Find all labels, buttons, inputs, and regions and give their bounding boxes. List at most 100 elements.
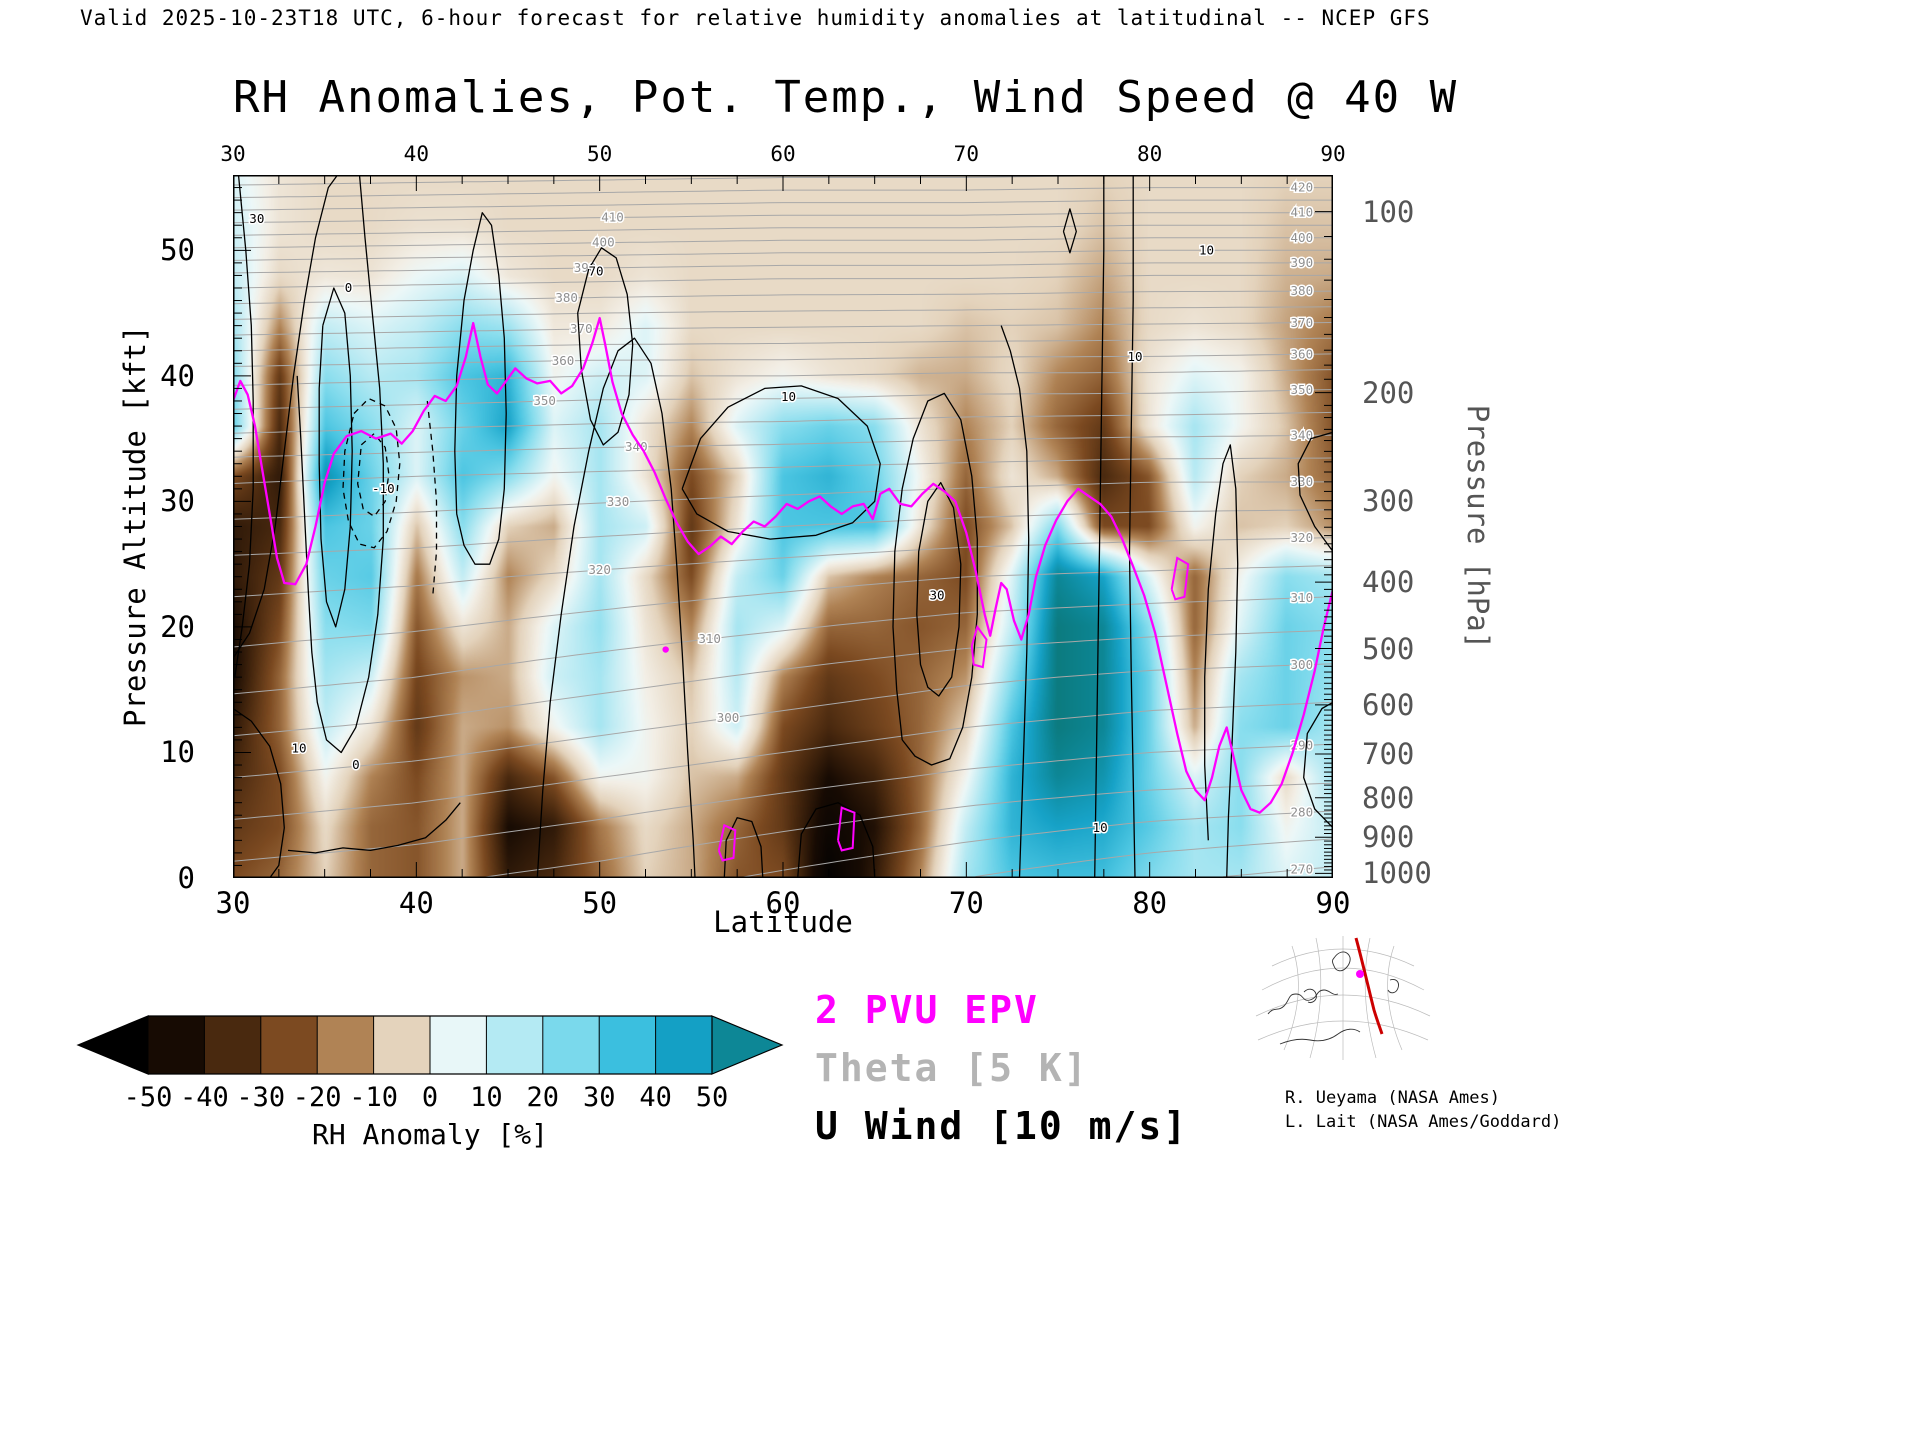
y-left-tick-label: 0: [177, 861, 195, 895]
theta-contour: [233, 337, 1333, 352]
colorbar-tick-label: -50: [124, 1082, 173, 1108]
theta-contour: [233, 262, 1333, 274]
u-wind-label: 10: [1127, 349, 1142, 364]
theta-contour: [233, 290, 1333, 305]
cross-section-plot: 410 400 390 380 370 360 350 340 330 320 310 300 270 2…: [233, 175, 1333, 878]
u-wind-contour-dashed: [357, 432, 390, 518]
colorbar-segment: [430, 1016, 487, 1074]
y-left-tick-label: 40: [160, 358, 195, 393]
u-wind-contour: [296, 175, 384, 754]
theta-contour-label: 350: [1291, 382, 1314, 397]
u-wind-contour: [681, 385, 881, 540]
theta-contour-label: 400: [1291, 230, 1314, 245]
colorbar-tick-label: 50: [696, 1082, 729, 1108]
theta-contour: [233, 509, 1333, 556]
credit-line-1: R. Ueyama (NASA Ames): [1285, 1088, 1500, 1108]
inset-40w-meridian: [1354, 937, 1384, 1035]
x-tick-label-bottom: 70: [948, 886, 984, 920]
y-right-axis-title: Pressure [hPa]: [1461, 404, 1495, 650]
y-left-tick-label: 50: [160, 233, 195, 268]
theta-contour-label: 310: [1291, 590, 1314, 605]
colorbar-segment: [317, 1016, 375, 1074]
colorbar-tick-label: 40: [639, 1082, 672, 1108]
pvu-tropopause-line: [233, 316, 1333, 814]
pvu-loop: [1170, 556, 1190, 601]
colorbar-segment: [599, 1016, 657, 1074]
colorbar-title: RH Anomaly [%]: [311, 1118, 548, 1151]
theta-contour-label: 360: [552, 353, 575, 368]
theta-contour-label: 330: [607, 494, 630, 509]
theta-contour: [233, 596, 1333, 695]
u-wind-contour: [1094, 175, 1105, 878]
theta-contour: [975, 838, 1333, 878]
u-wind-contour-dashed: [426, 400, 438, 596]
y-left-tick-label: 20: [160, 609, 195, 644]
u-wind-contour: [287, 802, 461, 854]
theta-contour-label: 380: [1291, 283, 1314, 298]
valid-line: Valid 2025-10-23T18 UTC, 6-hour forecast…: [80, 6, 1431, 30]
colorbar-tick-label: -40: [180, 1082, 229, 1108]
y-right-tick-label: 200: [1362, 375, 1415, 410]
u-wind-label: 30: [249, 211, 264, 226]
theta-contour-label: 330: [1291, 474, 1314, 489]
theta-contour: [741, 810, 1333, 878]
colorbar-segment: [486, 1016, 544, 1074]
theta-contour: [233, 322, 1333, 336]
theta-contour: [233, 481, 1333, 520]
colorbar-tick-label: 20: [527, 1082, 560, 1108]
y-right-tick-label: 400: [1362, 565, 1415, 600]
colorbar-tick-label: -10: [349, 1082, 398, 1108]
theta-contour: [233, 306, 1333, 320]
colorbar: -50 -40 -30 -20 -10 0 10 20 30 40 50: [76, 1015, 784, 1108]
colorbar-segment: [204, 1016, 262, 1074]
theta-contour: [233, 663, 1333, 779]
theta-contour-label: 300: [1291, 657, 1314, 672]
y-right-tick-label: 1000: [1362, 856, 1432, 891]
y-right-tick-label: 600: [1362, 687, 1415, 722]
y-left-tick-label: 30: [160, 484, 195, 519]
u-wind-label: 0: [345, 280, 353, 295]
x-tick-label-top: 80: [1137, 142, 1163, 166]
u-wind-contour: [536, 337, 696, 878]
theta-contour: [233, 457, 1333, 484]
theta-contour: [233, 237, 1333, 249]
theta-contour: [233, 212, 1333, 224]
u-wind-contour: [1204, 444, 1239, 878]
theta-contour-label: 350: [533, 393, 556, 408]
theta-contour: [233, 629, 1333, 737]
u-wind-label: 10: [291, 741, 306, 756]
u-wind-label: 70: [588, 264, 603, 279]
x-tick-label-bottom: 80: [1132, 886, 1168, 920]
y-right-tick-label: 800: [1362, 780, 1415, 815]
theta-contour: [233, 224, 1333, 236]
x-tick-label-top: 30: [220, 142, 246, 166]
x-tick-label-top: 70: [953, 142, 979, 166]
u-wind-contour: [916, 481, 962, 697]
x-tick-label-top: 90: [1320, 142, 1346, 166]
u-wind-label: -10: [372, 481, 395, 496]
theta-contour: [233, 249, 1333, 261]
u-wind-contour: [1303, 701, 1333, 829]
theta-contour-label: 360: [1291, 346, 1314, 361]
u-wind-contour: [318, 287, 353, 628]
colorbar-segment: [542, 1016, 600, 1074]
theta-contour-label: 340: [1291, 428, 1314, 443]
inset-location-dot: [1356, 970, 1364, 978]
colorbar-tick-label: 10: [470, 1082, 503, 1108]
legend-theta: Theta [5 K]: [815, 1046, 1089, 1090]
pvu-loop: [970, 624, 988, 669]
u-wind-contour-dashed: [342, 397, 401, 549]
y-right-tick-label: 700: [1362, 736, 1415, 771]
theta-contour-label: 270: [1291, 862, 1314, 877]
u-wind-label: 0: [352, 757, 360, 772]
theta-contour-label: 410: [601, 210, 624, 225]
theta-contour-label: 380: [555, 290, 578, 305]
pvu-loop: [717, 823, 737, 862]
theta-contour: [233, 199, 1333, 211]
theta-contour: [233, 411, 1333, 434]
theta-contour: [233, 565, 1333, 648]
x-tick-label-top: 50: [587, 142, 613, 166]
theta-contour: [233, 743, 1333, 862]
colorbar-tick-label: -30: [236, 1082, 285, 1108]
